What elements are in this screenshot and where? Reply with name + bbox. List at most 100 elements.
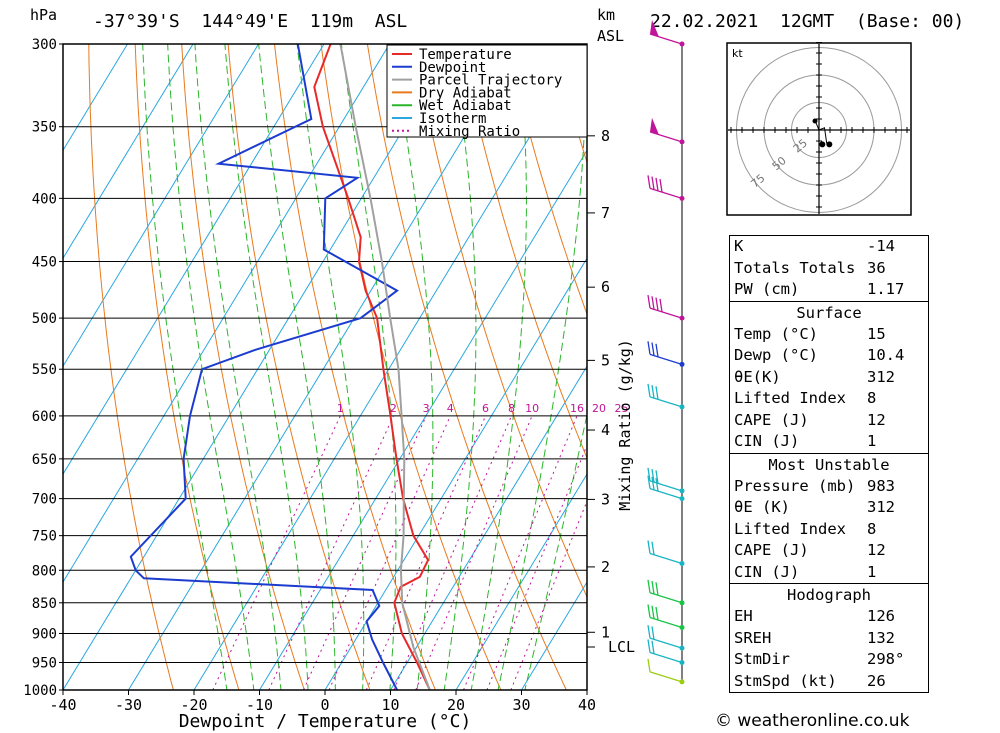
wind-barb-feather — [647, 175, 651, 189]
wind-barb-feather — [659, 298, 663, 312]
wet-adiabat-line — [470, 44, 527, 690]
wind-barb-feather — [651, 476, 655, 490]
surface-row: θE(K) 312 — [730, 367, 928, 389]
mixing-ratio-label: 16 — [570, 402, 584, 415]
most-unstable-label: CIN (J) — [734, 562, 800, 581]
surface-label: θE(K) — [734, 367, 781, 386]
temp-tick-label: 10 — [381, 696, 399, 714]
wind-barb-shaft — [649, 592, 683, 604]
wet-adiabat-line — [296, 44, 365, 690]
legend-entry: Mixing Ratio — [419, 124, 520, 140]
wind-barb-feather — [647, 639, 651, 653]
wind-barb-shaft — [649, 307, 683, 319]
wind-barb — [647, 383, 685, 410]
hodograph-stat-row: EH 126 — [730, 606, 928, 628]
wet-adiabat-line — [258, 44, 336, 690]
temp-tick-label: 30 — [512, 696, 530, 714]
surface-row: Lifted Index 8 — [730, 388, 928, 410]
wind-barb-feather — [655, 177, 659, 191]
wind-barb-feather — [651, 640, 655, 654]
surface-value: 1 — [867, 432, 877, 450]
mixing-ratio-line — [463, 415, 578, 690]
mixing-ratio-line — [510, 499, 587, 690]
mixing-ratio-line — [365, 415, 487, 690]
copyright[interactable]: © weatheronline.co.uk — [715, 711, 910, 731]
hodograph-stat-row: StmDir 298° — [730, 649, 928, 671]
surface-value: 8 — [867, 389, 877, 407]
isotherm-line — [520, 581, 587, 690]
surface-value: 312 — [867, 367, 895, 386]
wind-barb-feather — [655, 582, 659, 596]
wind-barb-shaft — [649, 187, 683, 199]
index-row: K -14 — [730, 236, 928, 258]
legend-entry: Temperature — [419, 47, 512, 63]
mixing-ratio-axis-title: Mixing Ratio (g/kg) — [616, 339, 634, 511]
wind-barb — [647, 341, 685, 367]
index-value: -14 — [867, 237, 895, 255]
surface-value: 10.4 — [867, 346, 905, 364]
dry-adiabat-line — [413, 44, 587, 599]
most-unstable-label: Lifted Index — [734, 519, 846, 538]
pressure-tick-label: 450 — [32, 255, 57, 271]
dry-adiabat-line — [506, 44, 587, 316]
hodograph-stat-value: 298° — [867, 650, 905, 668]
pressure-tick-label: 900 — [32, 626, 57, 642]
surface-title: Surface — [796, 303, 862, 322]
surface-label: Temp (°C) — [734, 324, 818, 343]
wind-barb-pennant — [650, 117, 659, 135]
index-label: Totals Totals — [734, 258, 856, 277]
mixing-ratio-label: 6 — [482, 402, 489, 415]
index-label: K — [734, 237, 744, 255]
most-unstable-label: Pressure (mb) — [734, 476, 856, 495]
index-value: 36 — [867, 258, 886, 277]
wind-barb-feather — [655, 478, 659, 492]
most-unstable-value: 1 — [867, 562, 877, 581]
mixing-ratio-line — [486, 444, 587, 690]
hodograph-stat-label: StmSpd (kt) — [734, 671, 837, 690]
most-unstable-row: CIN (J) 1 — [730, 562, 928, 584]
surface-value: 15 — [867, 324, 886, 343]
wind-barb-shaft — [649, 396, 683, 408]
mixing-ratio-label: 2 — [390, 402, 397, 415]
most-unstable-value: 983 — [867, 476, 895, 495]
dry-adiabat-line — [227, 44, 371, 690]
location-title: -37°39'S 144°49'E 119m ASL — [93, 11, 408, 32]
temp-tick-label: -20 — [180, 696, 207, 714]
legend-entry: Dewpoint — [419, 60, 486, 76]
hodograph-stats-title: Hodograph — [787, 586, 871, 604]
wind-barb — [647, 294, 685, 321]
mixing-ratio-line — [212, 415, 341, 690]
legend-box — [386, 44, 588, 138]
dry-adiabat-line — [273, 44, 436, 690]
wet-adiabat-line — [443, 44, 477, 690]
isotherm-line — [63, 44, 194, 260]
wind-barb-feather — [647, 475, 651, 489]
height-tick-label: 4 — [601, 421, 610, 439]
wind-barb — [647, 658, 685, 685]
hodograph-stat-row: SREH 132 — [730, 628, 928, 650]
hodograph-stat-value: 26 — [867, 671, 886, 690]
wind-barb — [647, 639, 685, 665]
wind-barb-shaft — [649, 353, 683, 365]
wind-barb — [647, 475, 685, 502]
hodograph-stat-label: SREH — [734, 628, 772, 647]
most-unstable-label: CAPE (J) — [734, 541, 809, 559]
mixing-ratio-labels: 1 2 3 4 6 8 10 16 20 25 — [337, 402, 629, 415]
pressure-tick-label: 700 — [32, 492, 57, 508]
wind-barb-pennant — [650, 20, 659, 37]
isotherm-line — [258, 149, 587, 690]
wind-barb-feather — [655, 606, 659, 621]
surface-row: CIN (J) 1 — [730, 431, 928, 453]
mixing-ratio-line — [268, 415, 394, 690]
wind-barb — [647, 175, 685, 201]
index-label: PW (cm) — [734, 280, 800, 298]
mixing-ratio-line — [415, 415, 533, 690]
most-unstable-value: 12 — [867, 541, 886, 559]
wind-barb — [647, 467, 685, 494]
height-tick-label: 5 — [601, 351, 610, 369]
most-unstable-row: θE (K) 312 — [730, 497, 928, 519]
mixing-ratio-label: 20 — [592, 402, 606, 415]
most-unstable-label: θE (K) — [734, 498, 790, 516]
wind-barb-feather — [647, 625, 651, 639]
